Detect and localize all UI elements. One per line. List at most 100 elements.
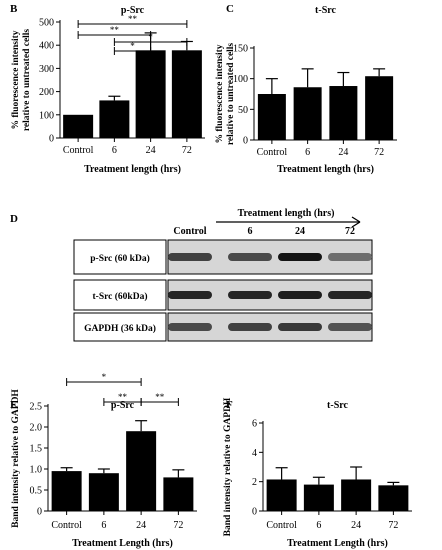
x-tick-label: 6 [305, 147, 310, 158]
blot-band [328, 323, 372, 331]
y-axis-label-line: % fluorescence intensity [11, 30, 21, 129]
x-axis-label: Treatment Length (hrs) [72, 538, 173, 549]
y-tick-label: 500 [39, 18, 54, 29]
bar-24 [329, 86, 358, 140]
bar-24 [341, 479, 372, 511]
blot-arrow-head [351, 216, 361, 228]
bar-control [51, 471, 82, 511]
blot-row-label-box [73, 239, 167, 275]
x-tick-label: Control [266, 520, 297, 531]
y-axis-label-line: relative to untreated cells [22, 29, 32, 132]
blot-column-label: Control [173, 226, 206, 237]
bar-6 [99, 100, 130, 138]
blot-band [328, 253, 372, 261]
y-tick-label: 100 [39, 110, 54, 121]
blot-band [228, 253, 272, 261]
blot-band [278, 291, 322, 299]
bar-6 [303, 484, 334, 511]
y-tick-label: 1.5 [30, 444, 43, 455]
x-axis-label: Treatment length (hrs) [84, 164, 181, 175]
x-tick-label: 24 [146, 145, 156, 156]
x-tick-label: 24 [136, 520, 146, 531]
y-tick-label: 0 [243, 136, 248, 147]
significance-label: * [130, 41, 135, 51]
y-tick-label: 6 [252, 419, 257, 430]
x-axis-label: Treatment length (hrs) [277, 164, 374, 175]
panel-letter: C [226, 3, 234, 15]
x-tick-label: Control [63, 145, 94, 156]
significance-label: ** [110, 25, 120, 35]
bar-72 [378, 485, 409, 511]
y-tick-label: 200 [39, 87, 54, 98]
y-tick-label: 150 [233, 44, 248, 55]
x-tick-label: 72 [182, 145, 192, 156]
blot-column-label: 6 [248, 226, 253, 237]
y-axis-label: Band intensity relative to GAPDH [11, 389, 21, 528]
bar-24 [126, 431, 157, 511]
x-tick-label: 72 [173, 520, 183, 531]
chart-title: t-Src [315, 5, 336, 16]
y-tick-label: 2 [252, 477, 257, 488]
y-axis-label: Band intensity relative to GAPDH [223, 397, 233, 536]
blot-row-label: t-Src (60kDa) [93, 291, 148, 302]
chart-title: p-Src [111, 400, 135, 411]
blot-band [168, 253, 212, 261]
x-tick-label: 72 [374, 147, 384, 158]
blot-band [228, 291, 272, 299]
significance-label: * [102, 372, 107, 382]
y-tick-label: 50 [238, 105, 248, 116]
bar-control [63, 114, 94, 138]
chart-title: t-Src [327, 400, 348, 411]
bar-72 [163, 477, 194, 511]
blot-band [168, 323, 212, 331]
blot-header: Treatment length (hrs) [238, 208, 335, 219]
bar-72 [171, 50, 202, 138]
panel-letter: B [10, 3, 18, 15]
blot-band [278, 323, 322, 331]
bar-6 [293, 87, 322, 140]
x-tick-label: 24 [351, 520, 361, 531]
y-axis-label-line: Band intensity relative to GAPDH [11, 389, 21, 528]
y-tick-label: 0.5 [30, 486, 43, 497]
y-tick-label: 2.0 [30, 423, 43, 434]
x-tick-label: 72 [388, 520, 398, 531]
y-axis-label-line: relative to untreated cells [226, 43, 236, 146]
y-tick-label: 2.5 [30, 402, 43, 413]
significance-label: ** [118, 392, 128, 402]
blot-row-label-box [73, 279, 167, 311]
x-tick-label: Control [257, 147, 288, 158]
blot-band [168, 291, 212, 299]
bar-control [257, 94, 286, 140]
bar-6 [88, 473, 119, 511]
x-tick-label: 6 [101, 520, 106, 531]
y-tick-label: 100 [233, 74, 248, 85]
panel-letter: F [226, 399, 233, 411]
y-tick-label: 300 [39, 64, 54, 75]
blot-band [228, 323, 272, 331]
x-tick-label: 24 [338, 147, 348, 158]
y-tick-label: 4 [252, 448, 257, 459]
blot-band [278, 253, 322, 261]
y-tick-label: 400 [39, 41, 54, 52]
chart-title: p-Src [121, 5, 145, 16]
x-axis-label: Treatment Length (hrs) [287, 538, 388, 549]
x-tick-label: Control [51, 520, 82, 531]
blot-band [328, 291, 372, 299]
panel-letter: D [10, 213, 18, 225]
y-axis-label: % fluorescence intensityrelative to untr… [215, 43, 236, 146]
y-axis-label-line: Band intensity relative to GAPDH [223, 397, 233, 536]
x-tick-label: 6 [316, 520, 321, 531]
bar-24 [135, 50, 166, 138]
bar-72 [365, 76, 394, 140]
blot-column-label: 72 [345, 226, 355, 237]
panel-letter: E [10, 399, 17, 411]
blot-column-label: 24 [295, 226, 305, 237]
significance-label: ** [128, 14, 138, 24]
x-tick-label: 6 [112, 145, 117, 156]
significance-label: * [148, 32, 153, 42]
